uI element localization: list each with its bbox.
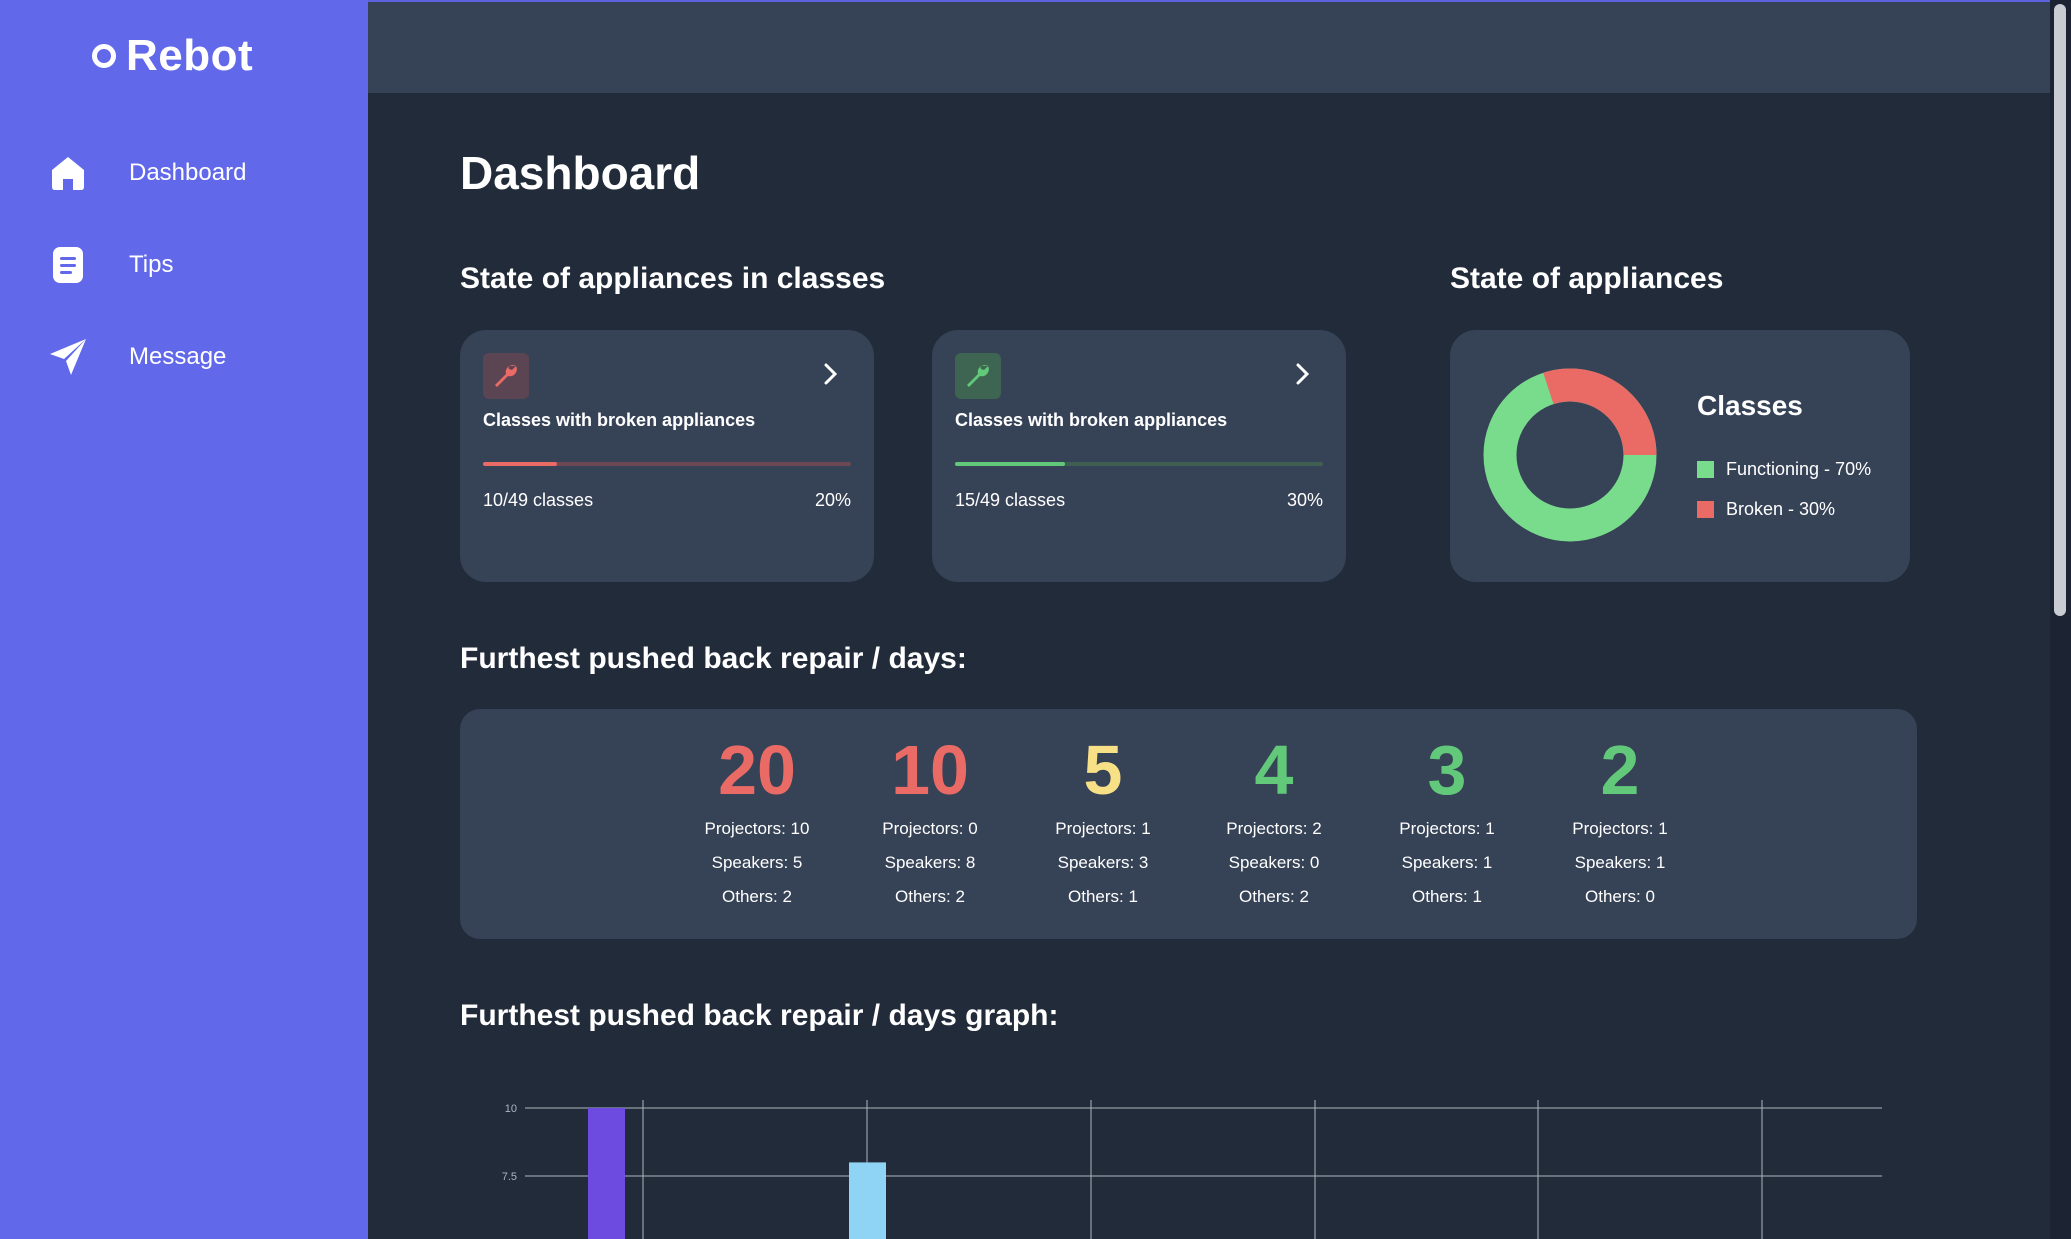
home-icon (48, 153, 88, 193)
others-count: Others: 0 (1585, 887, 1655, 906)
wrench-icon (955, 353, 1001, 399)
sidebar-item-label: Message (129, 343, 227, 370)
card-percent: 30% (1286, 490, 1323, 510)
legend-label: Broken - 30% (1726, 499, 1836, 519)
chart-grid (525, 1100, 1882, 1239)
top-bar (368, 2, 2050, 93)
document-icon (48, 245, 88, 285)
repair-days: 20 (718, 731, 796, 809)
chart-bar[interactable] (588, 1108, 625, 1239)
projectors-count: Projectors: 1 (1399, 819, 1495, 838)
chart-tick-label: 10 (505, 1103, 517, 1115)
section-title-classes: State of appliances in classes (460, 262, 886, 295)
chart-bars (588, 1108, 886, 1239)
repair-bar-chart: 107.5 (502, 1100, 1882, 1239)
scrollbar-thumb[interactable] (2054, 4, 2066, 616)
others-count: Others: 2 (1239, 887, 1309, 906)
repair-stat: 2 Projectors: 1 Speakers: 1 Others: 0 (1550, 728, 1690, 914)
sidebar-item-dashboard[interactable]: Dashboard (48, 148, 348, 198)
send-icon (48, 337, 88, 377)
appliances-donut-chart (1483, 368, 1657, 542)
sidebar: Rebot Dashboard Tips Message (0, 0, 368, 1239)
speakers-count: Speakers: 5 (711, 853, 803, 872)
card-percent: 20% (814, 490, 851, 510)
speakers-count: Speakers: 8 (884, 853, 976, 872)
speakers-count: Speakers: 1 (1401, 853, 1493, 872)
speakers-count: Speakers: 3 (1057, 853, 1149, 872)
page-title: Dashboard (460, 147, 701, 199)
repair-stat: 10 Projectors: 0 Speakers: 8 Others: 2 (860, 728, 1000, 914)
repair-stat: 5 Projectors: 1 Speakers: 3 Others: 1 (1033, 728, 1173, 914)
card-title: Classes with broken appliances (955, 410, 1228, 430)
repair-days: 10 (891, 731, 969, 809)
repair-days: 5 (1083, 731, 1123, 809)
sidebar-item-tips[interactable]: Tips (48, 240, 348, 290)
section-title-repair: Furthest pushed back repair / days: (460, 642, 967, 675)
others-count: Others: 2 (722, 887, 792, 906)
legend-swatch (1697, 501, 1714, 518)
broken-appliances-card[interactable]: Classes with broken appliances 15/49 cla… (932, 330, 1346, 582)
wrench-icon (483, 353, 529, 399)
legend-swatch (1697, 461, 1714, 478)
progress-fill (483, 462, 557, 466)
legend-title: Classes (1697, 390, 1803, 421)
projectors-count: Projectors: 2 (1226, 819, 1322, 838)
others-count: Others: 1 (1068, 887, 1138, 906)
app-logo[interactable]: Rebot (92, 28, 253, 84)
repair-days: 3 (1427, 731, 1467, 809)
repair-days: 4 (1254, 731, 1294, 809)
sidebar-item-label: Tips (129, 251, 174, 278)
chevron-right-icon[interactable] (816, 360, 844, 388)
section-title-graph: Furthest pushed back repair / days graph… (460, 999, 1059, 1032)
projectors-count: Projectors: 0 (882, 819, 978, 838)
projectors-count: Projectors: 1 (1055, 819, 1151, 838)
broken-appliances-card[interactable]: Classes with broken appliances 10/49 cla… (460, 330, 874, 582)
logo-circle-icon (92, 44, 116, 68)
card-title: Classes with broken appliances (483, 410, 756, 430)
progress-bar (955, 462, 1323, 466)
chart-bar[interactable] (849, 1162, 886, 1239)
section-title-appliances: State of appliances (1450, 262, 1724, 295)
card-count: 10/49 classes (483, 490, 594, 510)
repair-stat: 3 Projectors: 1 Speakers: 1 Others: 1 (1377, 728, 1517, 914)
app-name: Rebot (126, 31, 254, 80)
chart-ticks: 107.5 (502, 1103, 517, 1183)
speakers-count: Speakers: 0 (1228, 853, 1320, 872)
sidebar-item-message[interactable]: Message (48, 332, 348, 382)
repair-days: 2 (1600, 731, 1640, 809)
legend-item-broken: Broken - 30% (1697, 499, 1835, 520)
repair-stat: 4 Projectors: 2 Speakers: 0 Others: 2 (1204, 728, 1344, 914)
progress-bar (483, 462, 851, 466)
projectors-count: Projectors: 10 (704, 819, 810, 838)
projectors-count: Projectors: 1 (1572, 819, 1668, 838)
appliances-donut-card (1450, 330, 1910, 582)
speakers-count: Speakers: 1 (1574, 853, 1666, 872)
progress-fill (955, 462, 1066, 466)
repair-stats-panel (460, 709, 1917, 939)
repair-stat: 20 Projectors: 10 Speakers: 5 Others: 2 (687, 728, 827, 914)
sidebar-item-label: Dashboard (129, 159, 247, 186)
others-count: Others: 2 (895, 887, 965, 906)
chevron-right-icon[interactable] (1288, 360, 1316, 388)
card-count: 15/49 classes (955, 490, 1066, 510)
legend-item-functioning: Functioning - 70% (1697, 459, 1871, 480)
legend-label: Functioning - 70% (1726, 459, 1872, 479)
chart-tick-label: 7.5 (502, 1171, 517, 1183)
others-count: Others: 1 (1412, 887, 1482, 906)
window-top-border (0, 0, 2071, 2)
